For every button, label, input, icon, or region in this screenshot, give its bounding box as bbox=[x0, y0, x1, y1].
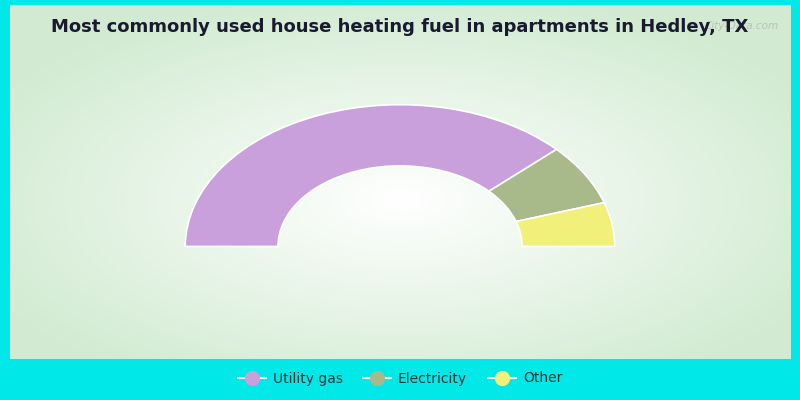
Text: Most commonly used house heating fuel in apartments in Hedley, TX: Most commonly used house heating fuel in… bbox=[51, 18, 749, 36]
Text: City-Data.com: City-Data.com bbox=[704, 21, 778, 31]
Wedge shape bbox=[516, 203, 614, 246]
Wedge shape bbox=[489, 149, 604, 222]
Legend: Utility gas, Electricity, Other: Utility gas, Electricity, Other bbox=[232, 366, 568, 391]
Wedge shape bbox=[186, 105, 557, 246]
